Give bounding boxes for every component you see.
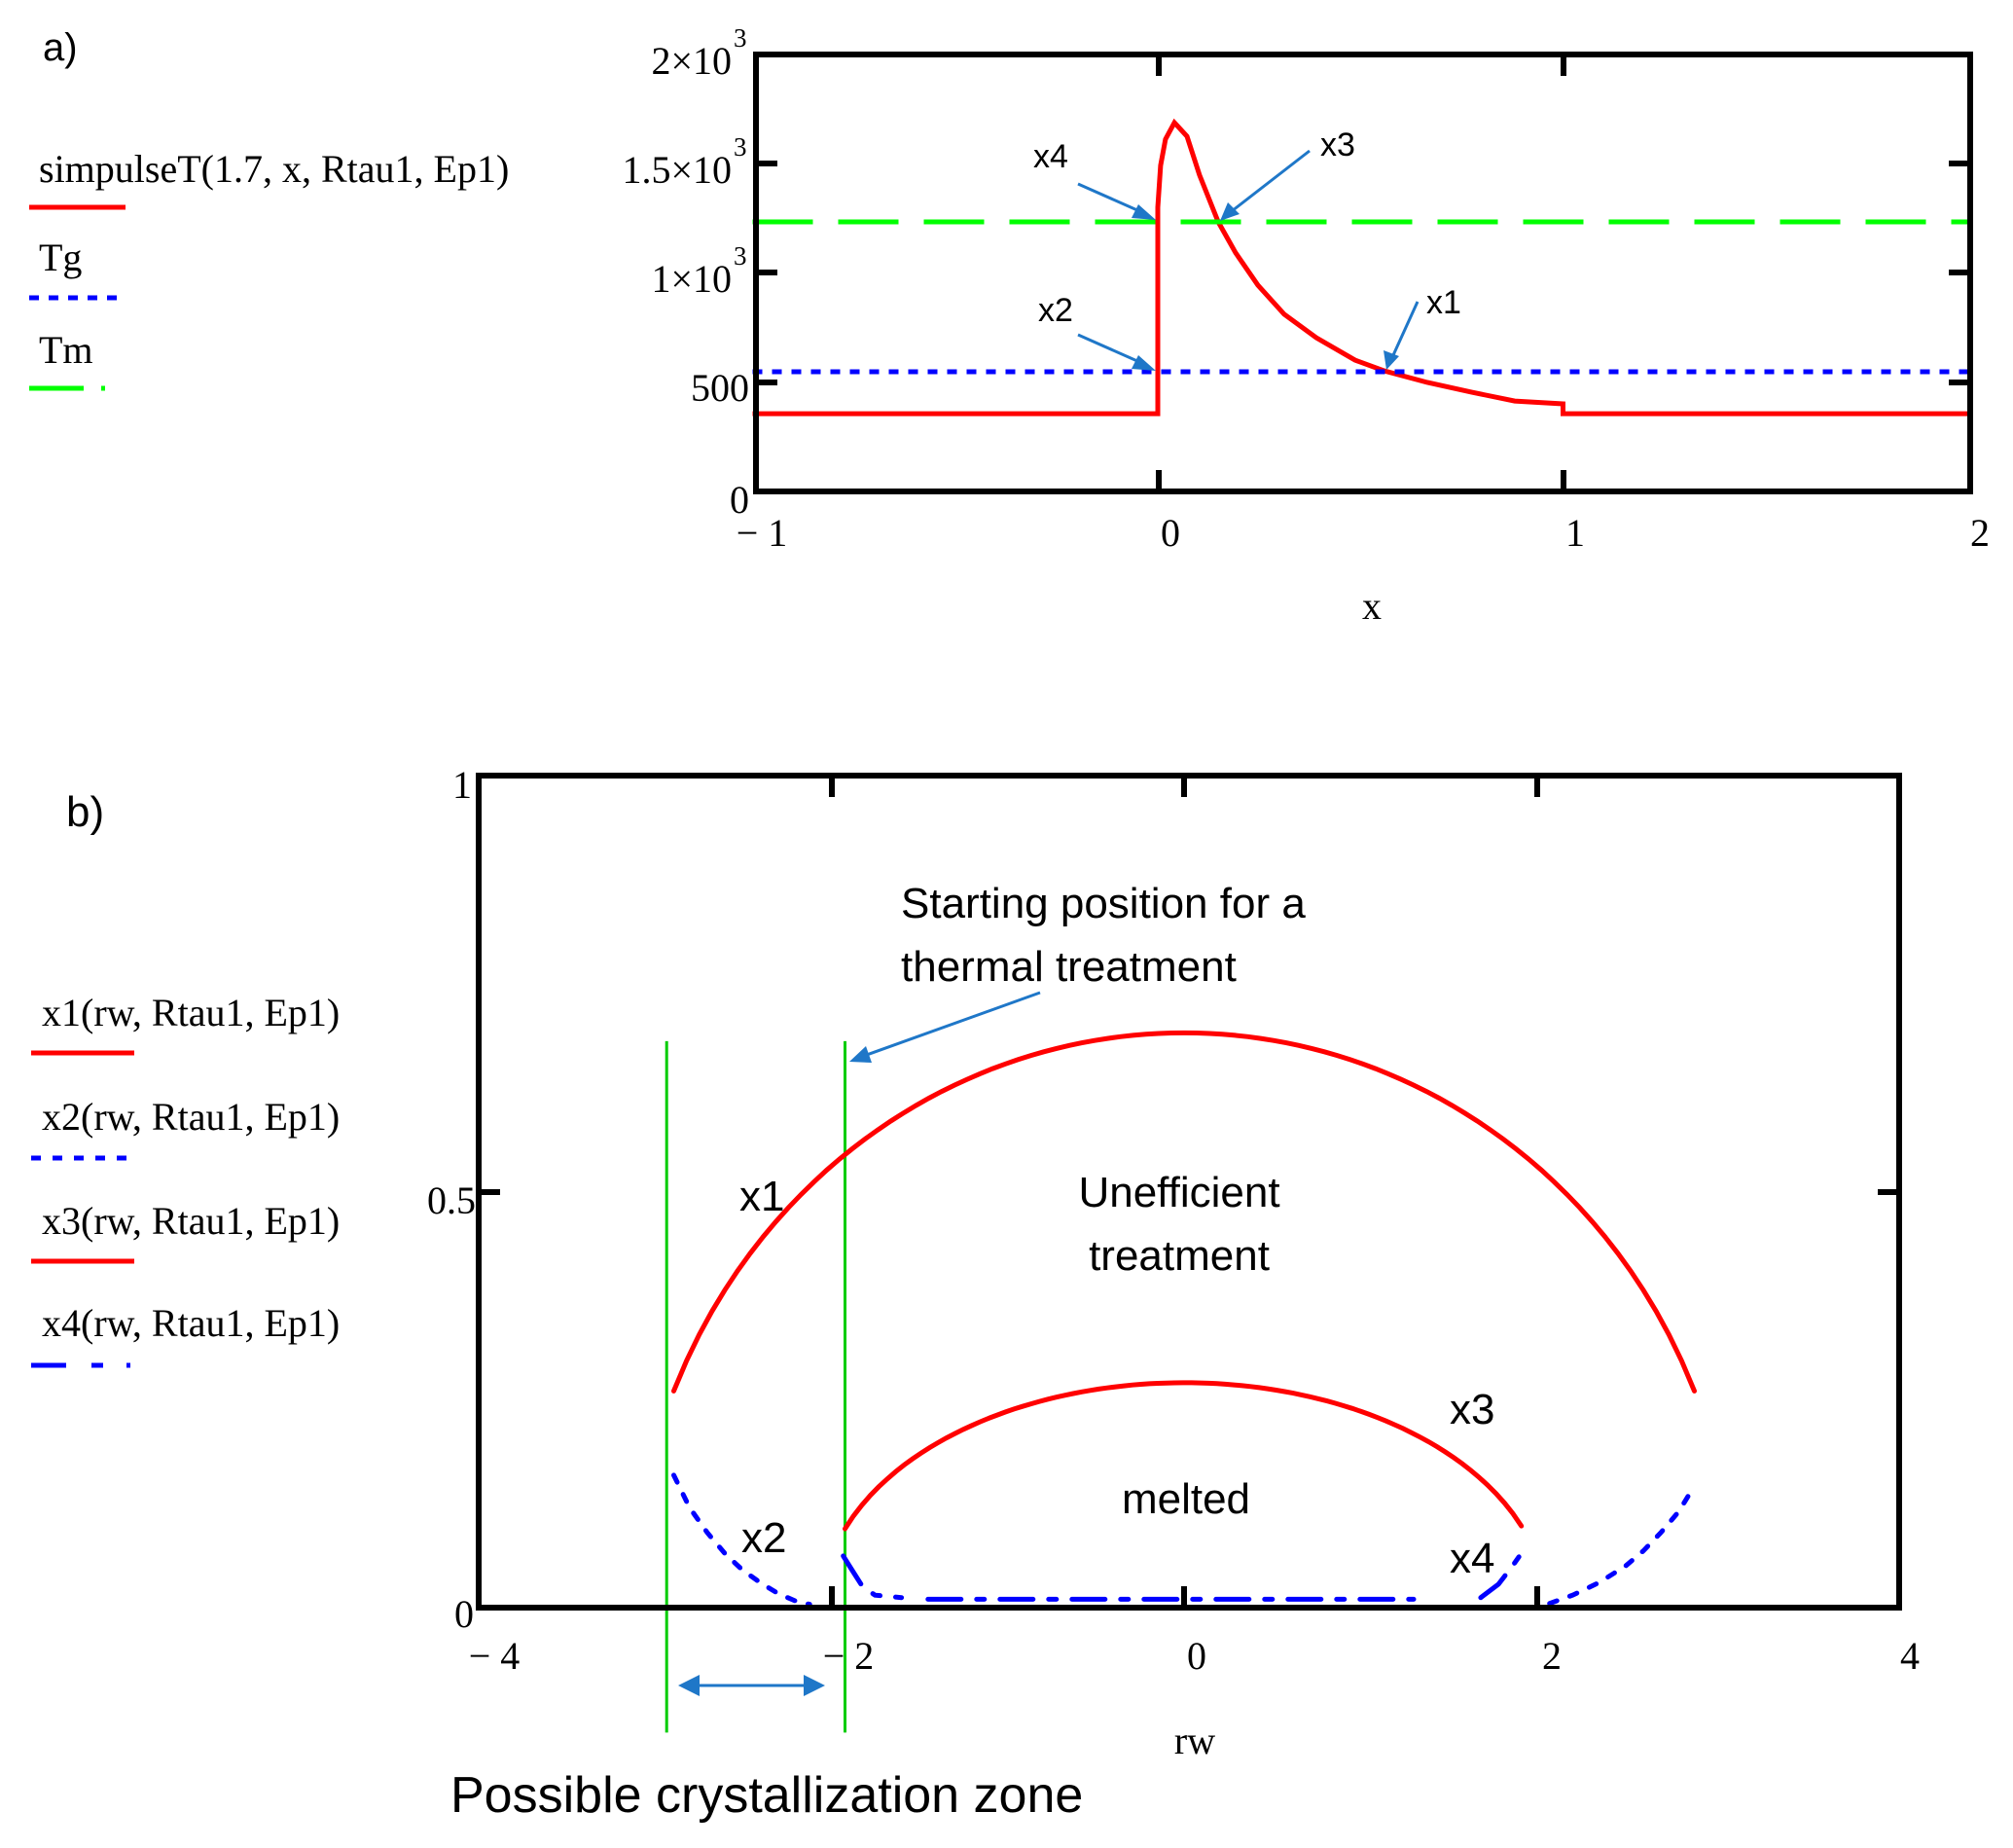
annotation-x1: x1 <box>1426 284 1461 321</box>
legend-a: simpulseT(1.7, x, Rtau1, Ep1) Tg Tm <box>29 147 509 391</box>
y-tick-label-1500: 1.5×10 <box>622 148 732 192</box>
annotations-a: x4 x3 x2 x1 <box>1033 127 1461 371</box>
x-tick-label-neg2: − 2 <box>823 1634 875 1678</box>
annotation-x1: x1 <box>739 1173 784 1220</box>
plot-a-frame <box>753 52 1973 494</box>
annotation-start-line2: thermal treatment <box>901 943 1237 991</box>
series-dotted-curve <box>671 1472 812 1608</box>
annotation-x2: x2 <box>741 1514 786 1562</box>
arrowhead-right-icon <box>804 1675 825 1696</box>
series-solid-line <box>752 118 1968 417</box>
legend-b: x1(rw, Rtau1, Ep1) x2(rw, Rtau1, Ep1) x3… <box>31 991 340 1368</box>
panel-b: b) x1(rw, Rtau1, Ep1) x2(rw, Rtau1, Ep1)… <box>31 763 1920 1824</box>
annotations-b: Starting position for a thermal treatmen… <box>450 880 1494 1824</box>
legend-b-label-x3: x3(rw, Rtau1, Ep1) <box>42 1199 340 1243</box>
series-dash-dot-curve <box>841 1553 905 1601</box>
x-tick-label-4: 4 <box>1900 1634 1920 1678</box>
y-tick-label-0: 0 <box>454 1592 474 1636</box>
arrow-x4 <box>1077 182 1147 216</box>
series-solid-curve <box>671 1030 1697 1394</box>
annotation-x2: x2 <box>1038 292 1073 329</box>
y-tick-exp-1500: 3 <box>734 132 747 162</box>
caption-crystallization-zone: Possible crystallization zone <box>450 1767 1083 1824</box>
y-tick-label-500: 500 <box>691 366 749 410</box>
series-dash-dot-curve <box>1478 1553 1523 1601</box>
x-tick-label-1: 1 <box>1565 511 1585 555</box>
x-tick-label-2: 2 <box>1542 1634 1562 1678</box>
annotation-x3: x3 <box>1450 1386 1494 1433</box>
x-tick-label-0: 0 <box>1161 511 1180 555</box>
x-tick-label-2: 2 <box>1970 511 1990 555</box>
panel-a-label: a) <box>43 26 78 69</box>
x-tick-label-neg4: − 4 <box>469 1634 521 1678</box>
y-tick-exp-2000: 3 <box>734 23 747 53</box>
annotation-start-line1: Starting position for a <box>901 880 1306 927</box>
arrowhead-icon <box>1132 355 1156 371</box>
arrowhead-icon <box>849 1046 872 1063</box>
plot-a: 0 500 1×10 3 1.5×10 3 2×10 3 − 1 0 1 2 x <box>622 23 1990 628</box>
arrowhead-left-icon <box>678 1675 700 1696</box>
legend-b-label-x1: x1(rw, Rtau1, Ep1) <box>42 991 340 1034</box>
arrowhead-icon <box>1132 204 1156 220</box>
arrowhead-icon <box>1220 202 1240 221</box>
y-tick-exp-1000: 3 <box>734 241 747 271</box>
legend-b-label-x2: x2(rw, Rtau1, Ep1) <box>42 1095 340 1139</box>
annotation-melted: melted <box>1122 1475 1250 1523</box>
annotation-x4: x4 <box>1033 138 1068 175</box>
plot-b-series <box>665 1030 1697 1733</box>
series-solid-curve <box>843 1380 1525 1532</box>
panel-b-label: b) <box>66 788 104 836</box>
plot-a-series <box>752 118 1968 417</box>
legend-a-label-tm: Tm <box>39 328 93 372</box>
arrow-x2 <box>1077 333 1147 367</box>
annotation-x3: x3 <box>1320 127 1355 163</box>
series-dotted-curve <box>1547 1483 1697 1607</box>
panel-a: a) simpulseT(1.7, x, Rtau1, Ep1) Tg Tm <box>29 23 1990 628</box>
x-tick-label-0: 0 <box>1187 1634 1206 1678</box>
annotation-unefficient-line2: treatment <box>1089 1232 1270 1280</box>
y-tick-label-1: 1 <box>452 763 472 807</box>
arrow-start-position <box>863 991 1041 1058</box>
plot-b: 0 0.5 1 − 4 − 2 0 2 4 rw <box>427 763 1920 1762</box>
x-tick-label-neg1: − 1 <box>737 511 788 555</box>
x-axis-label: rw <box>1174 1719 1215 1762</box>
legend-a-label-tg: Tg <box>39 236 82 279</box>
legend-b-label-x4: x4(rw, Rtau1, Ep1) <box>42 1301 340 1345</box>
arrow-x3 <box>1231 149 1311 213</box>
y-tick-label-1000: 1×10 <box>651 257 732 301</box>
annotation-x4: x4 <box>1450 1535 1494 1582</box>
arrow-x1 <box>1391 301 1420 356</box>
x-axis-label: x <box>1362 584 1382 628</box>
annotation-unefficient-line1: Unefficient <box>1078 1169 1279 1216</box>
legend-a-label-simpulse: simpulseT(1.7, x, Rtau1, Ep1) <box>39 147 509 191</box>
arrowhead-icon <box>1384 350 1399 370</box>
y-tick-label-0.5: 0.5 <box>427 1178 476 1222</box>
y-tick-label-2000: 2×10 <box>651 39 732 83</box>
y-tick-label-0: 0 <box>730 478 749 522</box>
